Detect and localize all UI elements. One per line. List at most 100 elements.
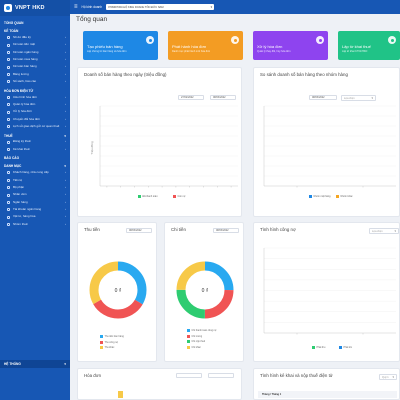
date-input[interactable]: 08/03/2022	[213, 228, 239, 233]
card-xu-ly[interactable]: Xử lý hóa đơn Quản lý thay đổi, hủy hóa …	[253, 31, 328, 60]
legend-label: Nhóm mặt hàng	[313, 195, 331, 198]
sidebar-item[interactable]: Xử lý hóa đơn ›	[0, 108, 70, 115]
thu-tien-title: Thu tiền	[84, 227, 100, 232]
company-select[interactable]: 0709907303-HỘ KINH DOANH TÔN ĐỨC NAM	[106, 4, 215, 10]
chevron-right-icon: ›	[65, 207, 66, 212]
quarter-select[interactable]: Quý 1	[379, 374, 397, 380]
cong-no-panel: Tình hình công nợ Lựa chọn Phải thu Phải…	[253, 222, 400, 362]
chevron-right-icon: ›	[65, 42, 66, 47]
sidebar-item[interactable]: Khách hàng, nhà cung cấp ›	[0, 169, 70, 176]
menu-item-icon	[7, 50, 10, 54]
sidebar-item-label: Vật tư, hàng hóa	[13, 214, 36, 219]
sidebar-item[interactable]: Sổ sách, báo cáo ›	[0, 78, 70, 85]
menu-item-icon	[7, 186, 10, 190]
sidebar-item-label: Tiền tệ	[13, 177, 23, 182]
nav-section-label: KẾ TOÁN	[4, 29, 19, 33]
date-from-input[interactable]: 27/02/2022	[178, 95, 204, 100]
menu-item-icon	[7, 215, 10, 219]
legend-swatch	[187, 345, 190, 349]
sidebar-item-label: Kế toán tiền mặt	[13, 42, 35, 47]
nav-section-thue[interactable]: THUẾ ▾	[0, 131, 70, 139]
cong-no-select[interactable]: Lựa chọn	[369, 228, 399, 234]
sidebar-item[interactable]: Quản lý hóa đơn ›	[0, 101, 70, 108]
nav-section-hddt[interactable]: HÓA ĐƠN ĐIỆN TỬ	[0, 86, 70, 94]
sidebar-item-label: Bảng lương	[13, 71, 29, 76]
sidebar-item[interactable]: Đăng ký thuế ›	[0, 139, 70, 146]
date-from-input[interactable]	[176, 373, 202, 378]
nav-tong-quan[interactable]: TỔNG QUAN	[0, 18, 70, 26]
card-to-khai[interactable]: Lập tờ khai thuế Lập tờ khai CT01/HKD	[338, 31, 400, 60]
logo[interactable]: VNPT HKD	[0, 0, 70, 16]
sidebar-item[interactable]: Vật tư, hàng hóa ›	[0, 214, 70, 221]
sidebar-item[interactable]: Kế toán bán hàng ›	[0, 64, 70, 71]
legend-item: Phải thu	[312, 346, 325, 349]
chi-tien-donut: 0 ₫	[176, 261, 234, 319]
chevron-down-icon: ▾	[64, 133, 66, 138]
chevron-right-icon: ›	[65, 192, 66, 197]
sidebar-item[interactable]: Tài khoản ngân hàng ›	[0, 206, 70, 213]
legend-label: Thu khác	[104, 346, 115, 349]
chevron-right-icon: ›	[65, 146, 66, 151]
legend-item: Chi khác	[187, 345, 201, 349]
table-header: Tháng / Tháng 1	[258, 391, 397, 398]
menu-item-icon	[7, 148, 10, 152]
sidebar-item-label: Kế toán ngân hàng	[13, 49, 39, 54]
page-title: Tổng quan	[76, 16, 108, 23]
legend-swatch	[138, 195, 141, 198]
business-label: Hộ kinh doanh	[81, 5, 103, 9]
sidebar-item[interactable]: Kê khai thuế ›	[0, 146, 70, 153]
nav-section-bao-cao[interactable]: BÁO CÁO	[0, 153, 70, 161]
sidebar-item[interactable]: Cấu hình hóa đơn ›	[0, 94, 70, 101]
card-title: Xử lý hóa đơn	[257, 44, 283, 49]
group-select[interactable]: Lựa chọn	[341, 95, 376, 101]
date-input[interactable]: 08/03/2022	[309, 95, 337, 100]
sidebar-item[interactable]: Bộ phận ›	[0, 184, 70, 191]
chevron-down-icon: ▾	[64, 164, 66, 169]
nav-section-ke-toan[interactable]: KẾ TOÁN	[0, 26, 70, 34]
date-to-input[interactable]	[208, 373, 234, 378]
legend-label: Phải trả	[343, 346, 352, 349]
sidebar-item[interactable]: Kế toán ngân hàng ›	[0, 49, 70, 56]
sidebar-item[interactable]: Kế toán mua hàng ›	[0, 56, 70, 63]
date-to-input[interactable]: 08/03/2022	[210, 95, 236, 100]
menu-icon[interactable]: ≡	[74, 4, 78, 10]
chevron-right-icon: ›	[65, 64, 66, 69]
sidebar-item-label: Chuyển đổi hóa đơn	[13, 116, 41, 121]
top-header: ≡ Hộ kinh doanh 0709907303-HỘ KINH DOANH…	[70, 0, 400, 14]
sidebar-item-label: Sổ sách, báo cáo	[13, 79, 37, 84]
menu-item-icon	[7, 43, 10, 47]
sidebar-item[interactable]: Nhân viên ›	[0, 191, 70, 198]
legend-item: Chi lương	[187, 334, 202, 338]
sidebar-item[interactable]: Nhóm thuế ›	[0, 221, 70, 228]
sidebar-item[interactable]: Số dư đầu kỳ ›	[0, 34, 70, 41]
sidebar-item[interactable]: Kế toán tiền mặt ›	[0, 41, 70, 48]
sidebar-item[interactable]: Ngân hàng ›	[0, 199, 70, 206]
logo-icon	[4, 4, 12, 12]
month-label: Tháng / Tháng 1	[262, 393, 282, 396]
thu-tien-donut: 0 ₫	[89, 261, 147, 319]
sidebar-item[interactable]: Lịch sử giao dịch gửi cơ quan thuế ›	[0, 123, 70, 130]
nav-section-danh-muc[interactable]: DANH MỤC ▾	[0, 161, 70, 169]
legend-swatch	[187, 329, 190, 332]
nav-section-label: HỆ THỐNG	[4, 362, 21, 366]
card-title: Phát hành hóa đơn	[172, 44, 207, 49]
legend-swatch	[100, 346, 103, 349]
card-title: Lập tờ khai thuế	[342, 44, 371, 49]
chevron-right-icon: ›	[65, 199, 66, 204]
sidebar-item[interactable]: Tiền tệ ›	[0, 177, 70, 184]
sidebar-item-label: Đăng ký thuế	[13, 139, 31, 144]
sidebar-item[interactable]: Bảng lương ›	[0, 71, 70, 78]
menu-item-icon	[7, 36, 10, 40]
date-input[interactable]: 08/03/2022	[126, 228, 152, 233]
legend-item: Nhóm mặt hàng	[309, 195, 331, 198]
legend-swatch	[100, 335, 103, 338]
menu-item-icon	[7, 193, 10, 197]
legend-swatch	[339, 346, 342, 349]
legend-item: Chi thanh toán công nợ	[187, 329, 216, 332]
sidebar-item-label: Lịch sử giao dịch gửi cơ quan thuế	[13, 124, 60, 129]
sidebar-item[interactable]: Chuyển đổi hóa đơn ›	[0, 116, 70, 123]
card-phat-hanh[interactable]: Phát hành hóa đơn Danh mục phát hành mới…	[168, 31, 243, 60]
card-subtitle: Quản lý thay đổi, hủy hóa đơn	[257, 50, 291, 53]
nav-section-he-thong[interactable]: HỆ THỐNG ▾	[0, 360, 70, 368]
card-tao-phieu[interactable]: Tạo phiếu bán hàng Lập chứng từ bán hàng…	[83, 31, 158, 60]
